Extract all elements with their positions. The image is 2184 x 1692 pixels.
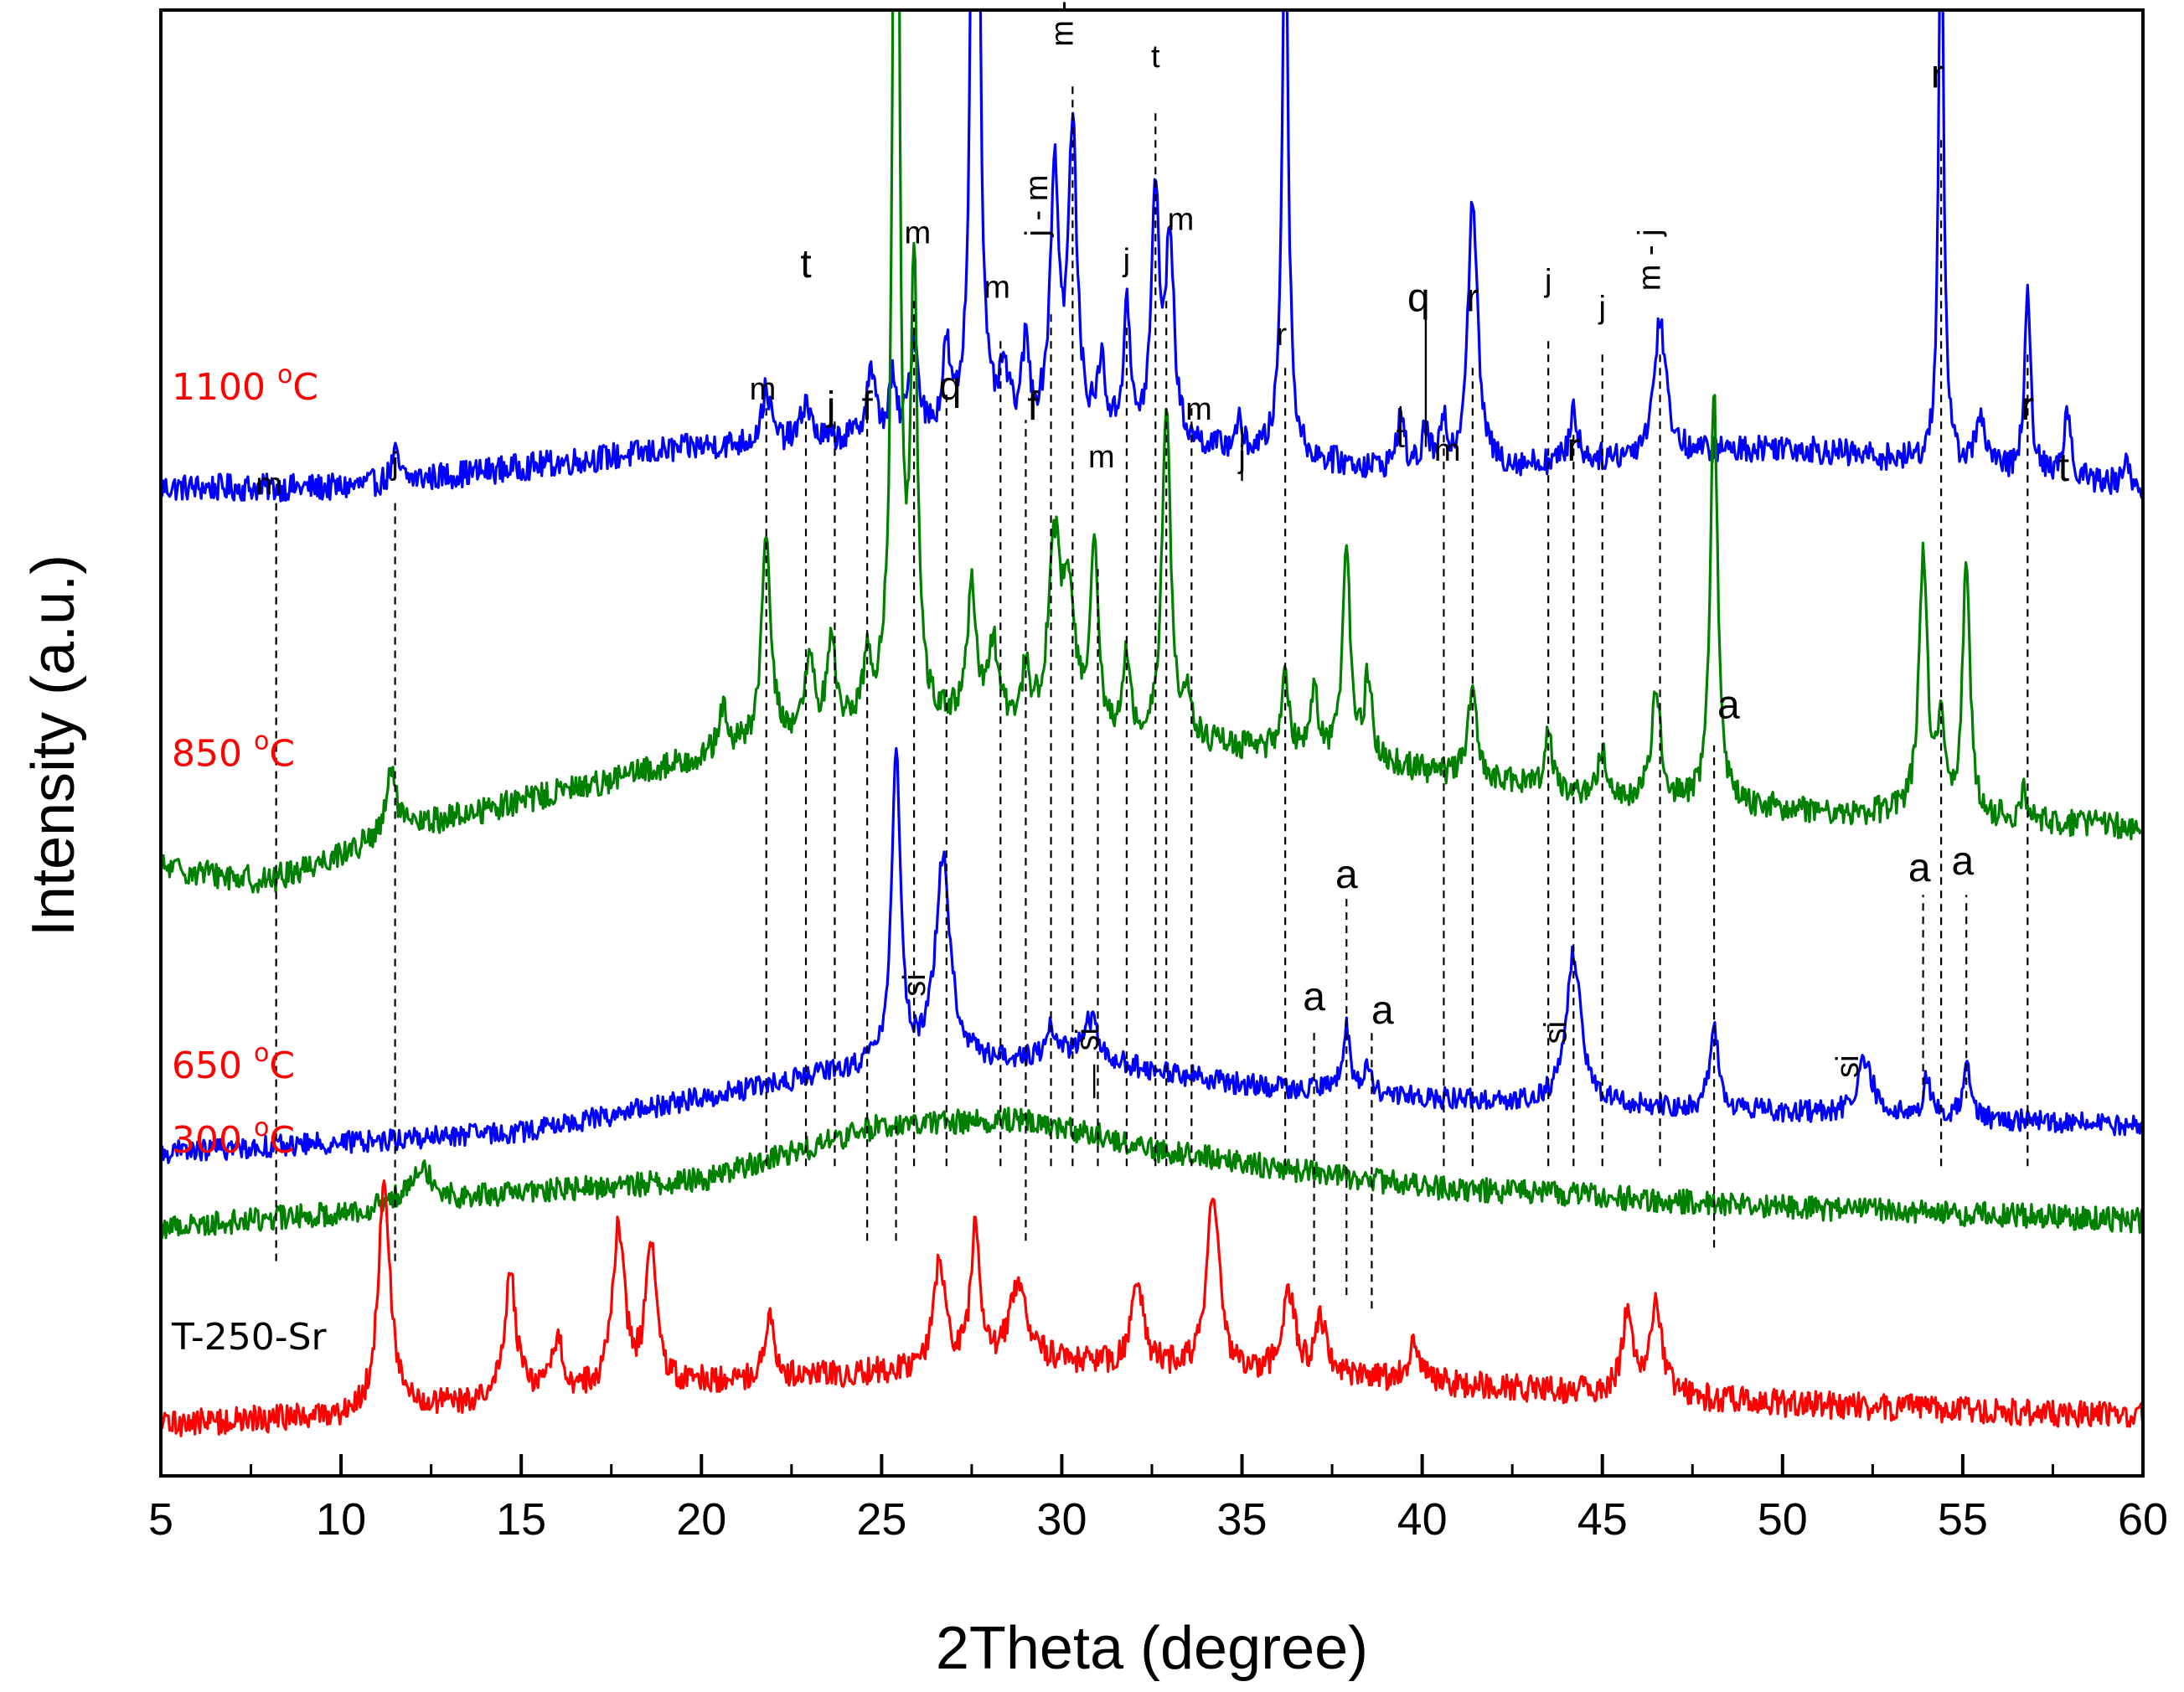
peak-label: t bbox=[2058, 446, 2069, 490]
series-label-unit: C bbox=[269, 732, 295, 775]
series-label: 850 oC bbox=[172, 726, 295, 775]
peak-label: j bbox=[1237, 440, 1245, 475]
peak-label: m bbox=[905, 216, 932, 251]
series-label-degree: o bbox=[254, 726, 269, 756]
series-label: 300 oC bbox=[172, 1113, 295, 1162]
peak-label: t bbox=[1151, 39, 1160, 75]
axes-layer: 5 10 15 20 25 30 35 40 45 50 55 60 bbox=[148, 8, 2168, 1545]
peak-label: q bbox=[1407, 276, 1430, 321]
peak-label: si bbox=[1830, 1055, 1866, 1077]
series-line bbox=[161, 10, 2143, 503]
peak-label: a bbox=[1335, 853, 1358, 897]
peak-label: j bbox=[1598, 291, 1606, 326]
peak-label: m bbox=[1168, 202, 1195, 237]
reference-lines-layer bbox=[275, 80, 2029, 1309]
series-label-unit: C bbox=[269, 1045, 295, 1087]
peak-label: j bbox=[1544, 263, 1552, 298]
series-layer bbox=[161, 10, 2143, 1437]
peak-label: j bbox=[1123, 243, 1130, 278]
x-tick-label: 15 bbox=[496, 1494, 546, 1545]
peak-label: m bbox=[750, 372, 777, 407]
x-tick-label: 55 bbox=[1938, 1494, 1988, 1545]
peak-label: a bbox=[1952, 839, 1975, 884]
x-tick-label: 35 bbox=[1217, 1494, 1268, 1545]
x-tick-label: 30 bbox=[1036, 1494, 1087, 1545]
series-label-degree: o bbox=[254, 1113, 269, 1143]
series-label: T-250-Sr bbox=[171, 1316, 328, 1359]
peak-label: a bbox=[1908, 846, 1931, 890]
peak-label: m - j bbox=[1045, 0, 1080, 47]
series-label-main: 650 bbox=[172, 1045, 254, 1087]
series-line bbox=[161, 746, 2143, 1164]
x-tick-label: 45 bbox=[1577, 1494, 1628, 1545]
peak-label: si bbox=[897, 973, 932, 996]
peak-label: a bbox=[1303, 975, 1325, 1019]
series-label-unit: C bbox=[292, 366, 318, 409]
series-label: 1100 oC bbox=[172, 360, 318, 409]
peak-label: t bbox=[1397, 420, 1406, 455]
x-tick-label: 50 bbox=[1758, 1494, 1808, 1545]
series-label-main: 1100 bbox=[172, 366, 277, 409]
series-line bbox=[161, 1179, 2143, 1437]
peak-label: a bbox=[1371, 988, 1394, 1033]
x-axis-title: 2Theta (degree) bbox=[936, 1615, 1368, 1682]
peak-label: m bbox=[1434, 433, 1461, 468]
series-label: 650 oC bbox=[172, 1039, 295, 1087]
series-line bbox=[161, 10, 2143, 894]
peak-label: q bbox=[939, 364, 962, 409]
x-tick-label: 20 bbox=[676, 1494, 726, 1545]
series-label-main: 300 bbox=[172, 1119, 254, 1162]
peak-label: r bbox=[2021, 384, 2034, 429]
peak-label: t bbox=[800, 242, 811, 286]
x-tick-label: 25 bbox=[856, 1494, 906, 1545]
series-label-degree: o bbox=[254, 1039, 269, 1068]
peak-label: si bbox=[1070, 1028, 1105, 1050]
peak-label: r bbox=[1567, 426, 1580, 470]
peak-label: m - j bbox=[1633, 229, 1668, 291]
y-axis-title: Intensity (a.u.) bbox=[20, 555, 87, 936]
peak-label: r bbox=[1931, 52, 1944, 96]
x-tick-label: 60 bbox=[2118, 1494, 2168, 1545]
x-tick-label: 40 bbox=[1397, 1494, 1448, 1545]
peak-label: j bbox=[390, 446, 398, 482]
series-line bbox=[161, 1107, 2143, 1240]
peak-label: m bbox=[1088, 440, 1115, 475]
series-label-degree: o bbox=[277, 360, 292, 389]
peak-label: r bbox=[1466, 276, 1479, 321]
x-tick-label: 10 bbox=[316, 1494, 366, 1545]
peak-label: r bbox=[1277, 317, 1288, 353]
x-tick-label: 5 bbox=[148, 1494, 173, 1545]
peak-label: si bbox=[1539, 1021, 1574, 1044]
series-label-main: 850 bbox=[172, 732, 254, 775]
series-label-main: T-250-Sr bbox=[171, 1316, 328, 1359]
peak-label: f bbox=[1027, 384, 1039, 429]
peak-label: f bbox=[861, 384, 873, 429]
peak-label: m bbox=[256, 467, 282, 502]
peak-label: j - m bbox=[1020, 175, 1055, 238]
peak-label: m bbox=[984, 270, 1010, 305]
series-label-unit: C bbox=[269, 1119, 295, 1162]
peak-label: a bbox=[1717, 684, 1740, 728]
peak-label: m bbox=[1185, 392, 1212, 427]
peak-label: j bbox=[825, 384, 836, 429]
